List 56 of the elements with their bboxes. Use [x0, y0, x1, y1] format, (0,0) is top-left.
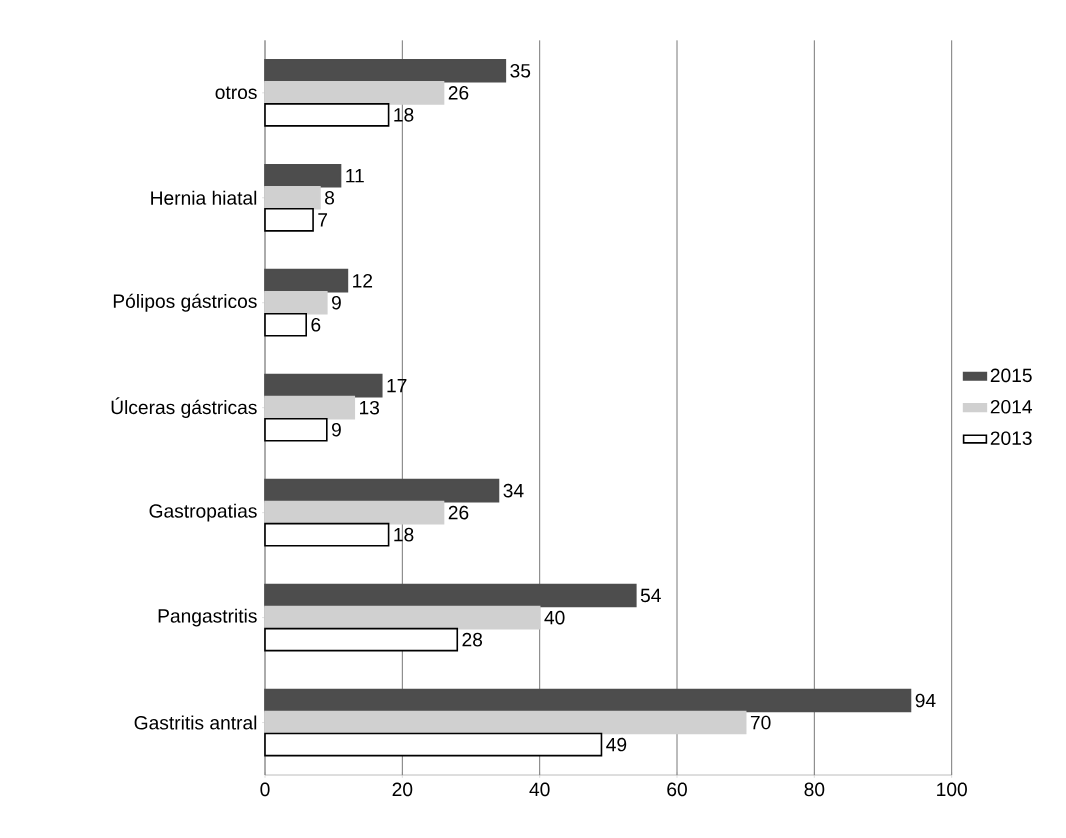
- data-label: 28: [462, 632, 483, 647]
- bar: [264, 395, 356, 420]
- bar: [264, 103, 390, 127]
- data-label: 35: [510, 63, 531, 78]
- data-label: 8: [325, 190, 335, 205]
- x-tick-label: 20: [392, 782, 413, 797]
- bar: [264, 312, 307, 337]
- data-label: 26: [448, 86, 469, 100]
- bar: [264, 688, 912, 713]
- x-tick-label: 80: [804, 782, 825, 797]
- bar: [264, 710, 747, 735]
- y-tick-label: Úlceras gástricas: [111, 397, 257, 418]
- data-label: 9: [331, 422, 341, 437]
- data-label: 13: [360, 400, 380, 415]
- data-label: 18: [394, 108, 414, 122]
- x-tick-label: 60: [667, 782, 687, 797]
- data-label: 17: [387, 379, 407, 393]
- legend-label: 2013: [990, 431, 1032, 445]
- y-tick-label: Hernia hiatal: [151, 190, 257, 205]
- legend-label: 2015: [990, 368, 1032, 383]
- y-tick-label: otros: [215, 86, 257, 100]
- bar: [264, 417, 328, 442]
- x-tick-label: 0: [260, 782, 270, 797]
- bar: [264, 185, 321, 210]
- bar: [264, 373, 383, 398]
- bar: [264, 268, 349, 293]
- data-label: 9: [331, 295, 341, 310]
- data-label: 12: [353, 273, 373, 288]
- data-label: 94: [915, 693, 936, 708]
- bar: [264, 290, 328, 315]
- x-tick-label: 100: [937, 782, 967, 797]
- y-tick-label: Pólipos gástricos: [113, 293, 257, 312]
- data-label: 40: [544, 610, 565, 625]
- y-tick-label: Gastritis antral: [134, 715, 257, 730]
- bar: [264, 522, 390, 547]
- data-label: 34: [503, 483, 524, 498]
- legend-label: 2014: [990, 399, 1032, 414]
- bar: [264, 80, 445, 105]
- bar: [264, 207, 314, 232]
- data-label: 70: [750, 715, 771, 730]
- data-label: 18: [394, 527, 414, 542]
- bar: [264, 605, 541, 630]
- x-tick-label: 40: [529, 782, 550, 797]
- y-tick-label: Pangastritis: [158, 608, 257, 627]
- data-label: 6: [311, 317, 321, 332]
- data-label: 7: [318, 213, 328, 227]
- data-label: 54: [640, 588, 661, 603]
- bar: [264, 583, 637, 608]
- bar: [264, 163, 342, 188]
- data-label: 11: [346, 169, 364, 183]
- data-label: 49: [606, 737, 627, 752]
- bar: [264, 58, 507, 83]
- y-tick-label: Gastropatias: [149, 503, 257, 522]
- data-label: 26: [448, 505, 469, 520]
- bar: [264, 478, 500, 503]
- bar: [264, 500, 445, 525]
